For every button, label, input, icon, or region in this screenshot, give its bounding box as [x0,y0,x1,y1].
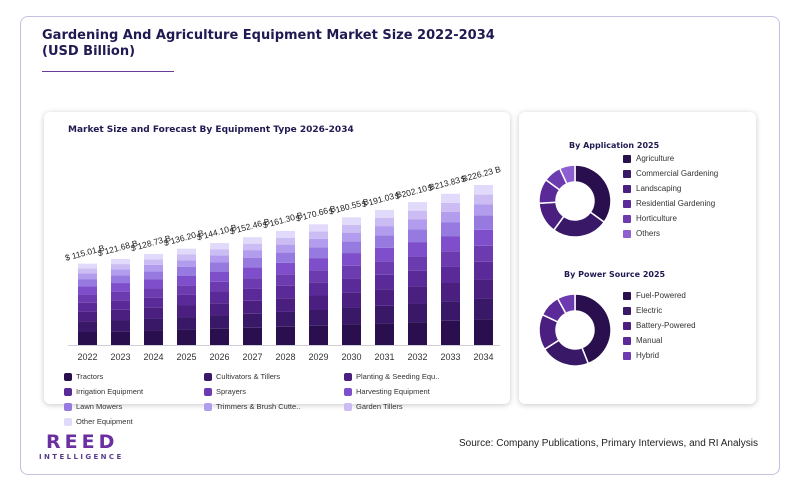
donut-power-title: By Power Source 2025 [564,270,666,279]
legend-swatch [64,372,72,381]
legend-swatch [623,291,631,300]
legend-item-2: Cultivators & Tillers [204,372,280,381]
legend-label: Harvesting Equipment [356,387,430,396]
legend-item-9: Garden Tillers [344,402,403,411]
legend-label: Garden Tillers [356,402,403,411]
legend-label: Battery-Powered [636,321,696,330]
legend-label: Horticulture [636,214,677,223]
legend-item-3: Planting & Seeding Equ.. [344,372,439,381]
legend-label: Cultivators & Tillers [216,372,281,381]
donut-application-legend-item: Agriculture [623,154,674,163]
legend-label: Others [636,229,661,238]
legend-label: Residential Gardening [636,199,716,208]
legend-label: Tractors [76,372,104,381]
legend-swatch [623,351,631,360]
legend-swatch [344,372,352,381]
legend-label: Irrigation Equipment [76,387,144,396]
donut-power-legend-item: Battery-Powered [623,321,696,330]
legend-item-7: Lawn Mowers [64,402,122,411]
legend-swatch [623,154,631,163]
legend-swatch [64,387,72,396]
reed-logo: REED [46,431,119,453]
legend-item-1: Tractors [64,372,103,381]
legend-label: Lawn Mowers [76,402,123,411]
page-title-line1: Gardening And Agriculture Equipment Mark… [42,28,495,43]
legend-swatch [623,336,631,345]
legend-label: Hybrid [636,351,660,360]
legend-swatch [623,321,631,330]
legend-swatch [64,402,72,411]
legend-label: Other Equipment [76,417,133,426]
donut-application-legend-item: Residential Gardening [623,199,715,208]
reed-logo-subtitle: INTELLIGENCE [39,453,124,461]
donut-application-legend-item: Others [623,229,660,238]
legend-swatch [204,372,212,381]
legend-label: Manual [636,336,663,345]
legend-item-6: Harvesting Equipment [344,387,430,396]
donut-application-legend-item: Horticulture [623,214,677,223]
bar-chart-title: Market Size and Forecast By Equipment Ty… [68,125,354,135]
legend-item-10: Other Equipment [64,417,133,426]
donut-power-legend-item: Manual [623,336,662,345]
legend-swatch [623,199,631,208]
donut-application-title: By Application 2025 [569,141,660,150]
legend-swatch [64,417,72,426]
legend-item-5: Sprayers [204,387,246,396]
legend-label: Commercial Gardening [636,169,719,178]
page-title-line2: (USD Billion) [42,44,136,59]
legend-swatch [623,229,631,238]
legend-label: Landscaping [636,184,682,193]
legend-swatch [623,214,631,223]
legend-swatch [623,169,631,178]
legend-label: Trimmers & Brush Cutte.. [216,402,301,411]
legend-swatch [204,402,212,411]
donut-power-legend-item: Electric [623,306,662,315]
legend-swatch [344,387,352,396]
donut-application-legend-item: Landscaping [623,184,681,193]
legend-label: Agriculture [636,154,675,163]
legend-label: Fuel-Powered [636,291,686,300]
title-underline [42,71,174,72]
legend-swatch [344,402,352,411]
donut-power-legend-item: Hybrid [623,351,659,360]
legend-item-8: Trimmers & Brush Cutte.. [204,402,300,411]
page-title: Gardening And Agriculture Equipment Mark… [42,28,495,60]
legend-label: Electric [636,306,663,315]
legend-label: Sprayers [216,387,247,396]
legend-item-4: Irrigation Equipment [64,387,143,396]
donut-power-legend-item: Fuel-Powered [623,291,686,300]
legend-swatch [623,184,631,193]
bar-chart-panel [44,112,510,404]
donut-application-legend-item: Commercial Gardening [623,169,718,178]
legend-swatch [623,306,631,315]
legend-swatch [204,387,212,396]
source-note: Source: Company Publications, Primary In… [458,438,758,449]
legend-label: Planting & Seeding Equ.. [356,372,440,381]
